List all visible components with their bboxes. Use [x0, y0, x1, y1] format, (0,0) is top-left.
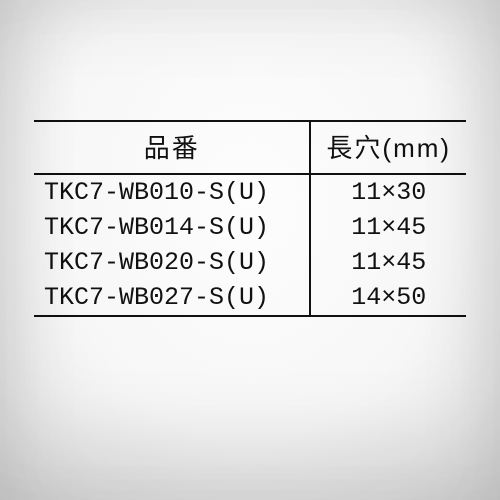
col-header-part-number: 品番: [34, 121, 310, 174]
table-header-row: 品番 長穴(mm): [34, 121, 466, 174]
table-row: TKC7-WB010-S(U) 11×30: [34, 174, 466, 210]
cell-part-number: TKC7-WB014-S(U): [34, 210, 310, 245]
cell-part-number: TKC7-WB010-S(U): [34, 174, 310, 210]
cell-part-number: TKC7-WB027-S(U): [34, 280, 310, 316]
table-row: TKC7-WB014-S(U) 11×45: [34, 210, 466, 245]
cell-part-number: TKC7-WB020-S(U): [34, 245, 310, 280]
photo-frame: 品番 長穴(mm) TKC7-WB010-S(U) 11×30 TKC7-WB0…: [0, 0, 500, 500]
cell-slot-size: 11×30: [310, 174, 466, 210]
table-row: TKC7-WB020-S(U) 11×45: [34, 245, 466, 280]
table-row: TKC7-WB027-S(U) 14×50: [34, 280, 466, 316]
spec-table: 品番 長穴(mm) TKC7-WB010-S(U) 11×30 TKC7-WB0…: [34, 120, 466, 317]
cell-slot-size: 11×45: [310, 210, 466, 245]
col-header-slot-size: 長穴(mm): [310, 121, 466, 174]
cell-slot-size: 14×50: [310, 280, 466, 316]
spec-table-container: 品番 長穴(mm) TKC7-WB010-S(U) 11×30 TKC7-WB0…: [34, 120, 466, 317]
cell-slot-size: 11×45: [310, 245, 466, 280]
